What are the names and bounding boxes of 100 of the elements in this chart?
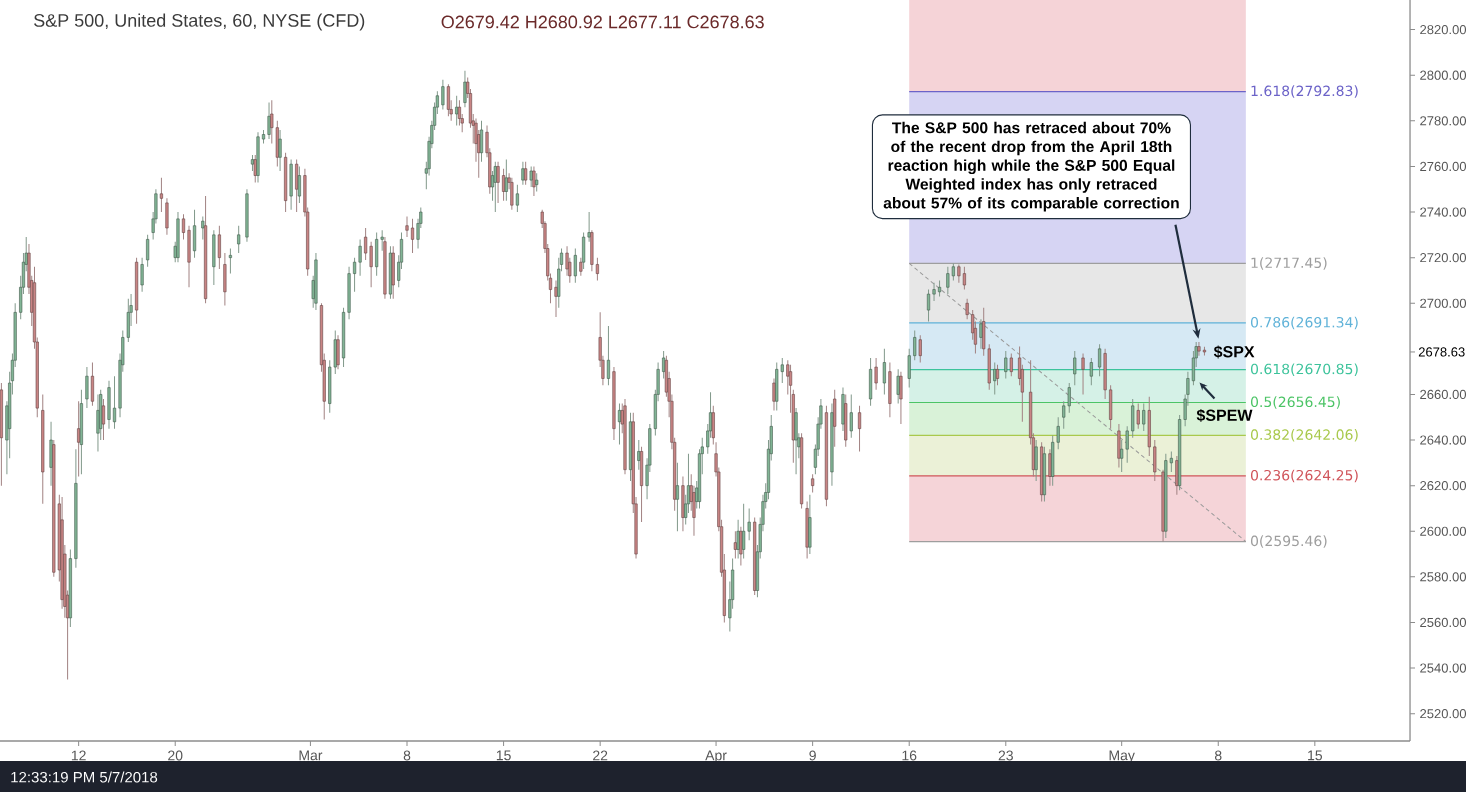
x-tick-label: May [1109,750,1135,764]
y-tick-label: 2520.00 [1420,709,1466,719]
candlestick [101,398,106,441]
candlestick [77,400,81,478]
candlestick [405,216,409,238]
y-tick-label: 2720.00 [1420,253,1466,263]
ref-line-label: 0.236(2624.25) [1250,469,1358,483]
x-tick-label: Mar [299,750,323,761]
candlestick [913,330,917,361]
candlestick [1048,448,1052,487]
candlestick [358,238,362,277]
candlestick [579,257,583,277]
candlestick [529,165,533,188]
candlestick [811,473,815,493]
ref-line-label: 0.382(2642.06) [1250,429,1358,442]
annotation: The S&P 500 has retraced about 70% of the recent drop from the April 18th reaction high while the S&P 500 Equal Weighted index has only retraced about 57% of its comparable correction [883,121,1179,212]
text: 2678.63 [1418,347,1465,357]
candlestick [554,279,558,318]
ref-line-label: 0.618(2670.85) [1250,363,1358,376]
x-tick-label: 22 [593,750,608,761]
candlestick [515,184,519,213]
candlestick [217,225,221,270]
candlestick [1081,352,1085,395]
candlestick [675,462,679,532]
ref-line-label: 0.786(2691.34) [1250,316,1358,330]
x-tick-label: 9 [809,750,816,761]
y-tick-label: 2700.00 [1420,298,1466,308]
candlestick [849,393,853,439]
candlestick [228,248,232,275]
text: S&P 500, United States, 60, NYSE (CFD) [34,13,365,31]
candlestick [510,177,514,211]
candlestick [353,257,357,293]
y-tick-label: 2560.00 [1420,617,1466,628]
y-tick-label: 2540.00 [1420,663,1466,673]
y-tick-label: 2640.00 [1420,435,1466,445]
x-tick-label: 16 [902,750,917,761]
candlestick [267,102,271,140]
candlestick [146,234,150,268]
annotation: $SPEW [1196,408,1253,422]
candlestick [140,257,144,293]
candlestick [446,83,450,117]
candlestick [159,177,163,213]
candlestick [278,129,282,172]
x-tick-label: 12 [71,750,86,761]
candlestick [573,248,577,284]
y-tick-label: 2760.00 [1420,161,1466,172]
x-tick-label: 15 [496,750,511,761]
text: 12:33:19 PM 5/7/2018 [11,771,158,783]
candlestick [85,366,89,409]
x-tick-label: 23 [998,750,1013,761]
candlestick [899,371,903,425]
candlestick [297,165,301,204]
ref-line-label: 1(2717.45) [1251,257,1327,270]
annotation: O2679.42 H2680.92 L2677.11 C2678.63 [441,15,764,29]
candlestick [463,70,467,108]
candlestick [535,172,539,193]
candlestick [995,364,1000,386]
candlestick [1136,403,1140,430]
candlestick [201,216,205,240]
ref-line-label: 1.618(2792.83) [1251,85,1358,98]
y-tick-label: 2820.00 [1420,25,1466,35]
candlestick [496,161,500,204]
candlestick [733,530,737,560]
candlestick [1034,439,1038,482]
candlestick [1089,357,1093,386]
candlestick [637,439,641,471]
candlestick [1009,352,1013,377]
candlestick [441,79,445,110]
candlestick [907,348,911,389]
candlestick [896,368,900,405]
candlestick [874,357,878,391]
candlestick [739,526,743,566]
y-tick-label: 2620.00 [1420,481,1466,491]
y-tick-label: 2780.00 [1420,116,1466,126]
annotation: $SPX [1213,345,1255,359]
candlestick [1197,341,1201,357]
candlestick [521,161,525,186]
y-tick-label: 2660.00 [1420,389,1466,400]
candlestick [1098,343,1102,377]
x-tick-label: 20 [168,750,183,761]
candlestick [1073,350,1077,386]
candlestick [1004,350,1008,379]
candlestick [181,213,186,240]
candlestick [96,393,100,452]
candlestick [882,348,886,395]
y-tick-label: 2580.00 [1420,572,1466,582]
x-tick-label: 15 [1308,750,1323,761]
candlestick [993,362,997,395]
candlestick [979,318,983,350]
candlestick [410,218,415,254]
candlestick [772,377,776,411]
candlestick [857,405,862,452]
candlestick [532,165,536,197]
candlestick [112,375,117,430]
y-tick-label: 2740.00 [1420,207,1466,217]
candlestick [926,289,931,322]
y-tick-label: 2600.00 [1420,526,1466,536]
candlestick [524,161,528,186]
ref-line-label: 0(2595.46) [1250,535,1327,548]
candlestick [918,334,922,364]
